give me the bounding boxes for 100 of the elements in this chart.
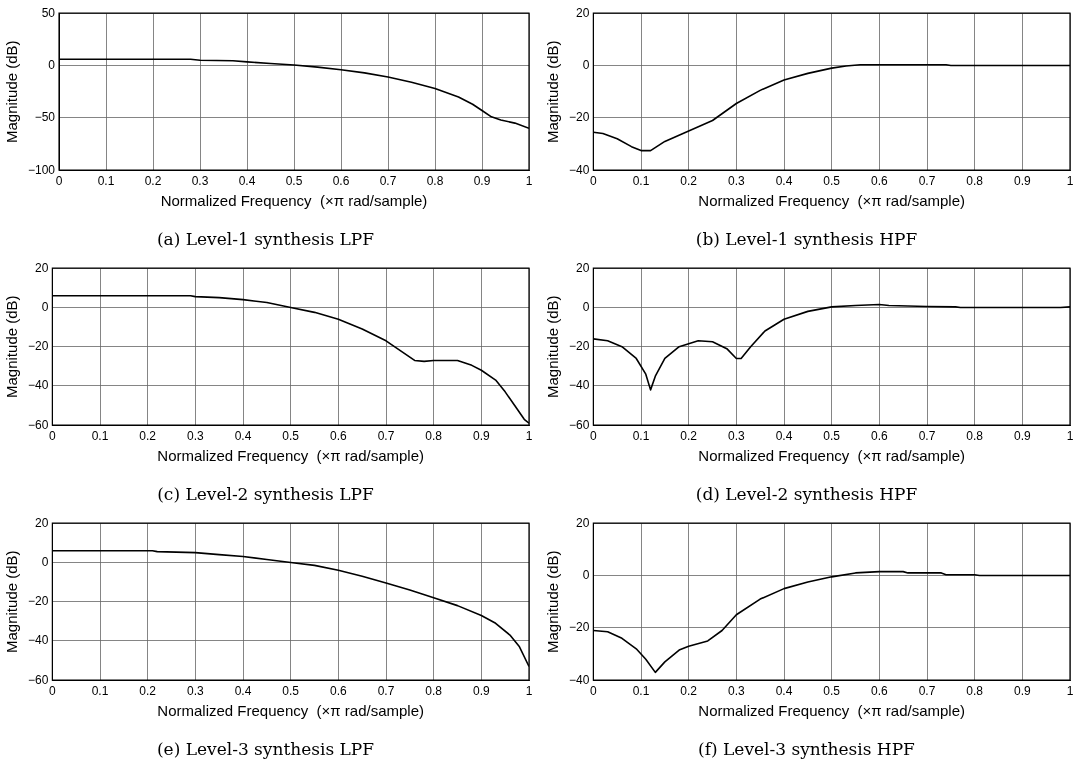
x-tick-label: 0.7 (918, 428, 936, 443)
y-tick-label: −40 (28, 633, 49, 648)
text: (e) Level-3 synthesis LPF (156, 739, 375, 760)
x-tick-label: 1 (1066, 173, 1074, 188)
x-tick-label: 0.2 (139, 428, 157, 443)
y-tick-label: 0 (582, 57, 590, 72)
x-tick-label: 0.2 (139, 683, 157, 698)
text: (b) Level-1 synthesis HPF (695, 229, 918, 250)
x-tick-label: 0.5 (823, 173, 841, 188)
x-axis-title: Normalized Frequency (×π rad/sample) (698, 191, 966, 209)
x-tick-label: 0.1 (97, 173, 115, 188)
y-axis-title: Magnitude (dB) (544, 40, 562, 143)
x-tick-label: 0.9 (472, 428, 490, 443)
x-tick-label: 0.9 (1013, 428, 1031, 443)
y-tick-label: −60 (28, 672, 49, 687)
x-tick-label: 0.6 (332, 173, 350, 188)
y-tick-label: −40 (28, 378, 49, 393)
y-tick-label: −20 (569, 339, 590, 354)
x-tick-label: 0.1 (632, 173, 650, 188)
x-tick-label: 1 (1066, 683, 1074, 698)
y-tick-label: 50 (41, 5, 56, 20)
x-tick-label: 0.8 (425, 428, 443, 443)
x-tick-label: 0.8 (426, 173, 444, 188)
y-tick-label: −100 (28, 162, 56, 177)
y-tick-label: −20 (569, 110, 590, 125)
y-tick-label: 0 (582, 567, 590, 582)
x-tick-label: 0.3 (728, 173, 746, 188)
x-tick-label: 0.2 (680, 173, 698, 188)
x-tick-label: 0.6 (871, 173, 889, 188)
y-tick-label: 20 (576, 5, 590, 20)
x-tick-label: 0.1 (632, 683, 650, 698)
x-tick-label: 0.2 (144, 173, 162, 188)
x-tick-label: 0.7 (918, 173, 936, 188)
text: (f) Level-3 synthesis HPF (698, 739, 916, 760)
x-tick-label: 0.4 (234, 428, 252, 443)
x-tick-label: 0.5 (282, 428, 300, 443)
x-tick-label: 0.4 (238, 173, 256, 188)
y-tick-label: −40 (569, 378, 590, 393)
text: (a) Level-1 synthesis LPF (156, 229, 375, 250)
y-tick-label: 20 (576, 260, 590, 275)
text: (d) Level-2 synthesis HPF (695, 484, 918, 505)
y-axis-title: Magnitude (dB) (3, 550, 21, 653)
x-tick-label: 0.6 (871, 428, 889, 443)
x-tick-label: 0.8 (966, 173, 984, 188)
x-tick-label: 0.3 (187, 428, 205, 443)
x-tick-label: 0.2 (680, 428, 698, 443)
text: (c) Level-2 synthesis LPF (157, 484, 374, 505)
x-tick-label: 0.4 (234, 683, 252, 698)
x-tick-label: 0.4 (775, 683, 793, 698)
y-axis-title: Magnitude (dB) (544, 550, 562, 653)
x-tick-label: 0.9 (1013, 173, 1031, 188)
x-tick-label: 0.1 (91, 683, 109, 698)
x-tick-label: 1 (525, 428, 533, 443)
x-tick-label: 0.5 (823, 683, 841, 698)
x-tick-label: 1 (525, 683, 533, 698)
y-tick-label: −20 (28, 594, 49, 609)
x-axis-title: Normalized Frequency (×π rad/sample) (157, 446, 425, 464)
x-tick-label: 0.1 (632, 428, 650, 443)
x-tick-label: 0.8 (966, 683, 984, 698)
x-tick-label: 0.8 (425, 683, 443, 698)
x-axis-title: Normalized Frequency (×π rad/sample) (698, 701, 966, 719)
x-axis-title: Normalized Frequency (×π rad/sample) (160, 191, 428, 209)
y-axis-title: Magnitude (dB) (3, 295, 21, 398)
x-tick-label: 0.3 (187, 683, 205, 698)
y-axis-title: Magnitude (dB) (544, 295, 562, 398)
x-tick-label: 0.9 (472, 683, 490, 698)
x-tick-label: 1 (1066, 428, 1074, 443)
y-tick-label: −40 (569, 672, 590, 687)
x-tick-label: 0.7 (918, 683, 936, 698)
x-tick-label: 0.3 (191, 173, 209, 188)
x-tick-label: 0.3 (728, 683, 746, 698)
x-tick-label: 0.5 (282, 683, 300, 698)
x-tick-label: 0.6 (871, 683, 889, 698)
x-axis-title: Normalized Frequency (×π rad/sample) (157, 701, 425, 719)
x-tick-label: 0.6 (330, 428, 348, 443)
y-tick-label: 0 (48, 57, 56, 72)
x-tick-label: 0.4 (775, 173, 793, 188)
y-tick-label: 20 (35, 260, 49, 275)
y-tick-label: −60 (28, 417, 49, 432)
x-tick-label: 0.5 (823, 428, 841, 443)
x-axis-title: Normalized Frequency (×π rad/sample) (698, 446, 966, 464)
x-tick-label: 1 (525, 173, 533, 188)
y-tick-label: 0 (41, 299, 49, 314)
x-tick-label: 0.7 (379, 173, 397, 188)
y-tick-label: −50 (34, 110, 56, 125)
x-tick-label: 0.9 (1013, 683, 1031, 698)
y-axis-title: Magnitude (dB) (3, 40, 21, 143)
x-tick-label: 0.9 (473, 173, 491, 188)
y-tick-label: 0 (41, 554, 49, 569)
x-tick-label: 0.8 (966, 428, 984, 443)
x-tick-label: 0.6 (330, 683, 348, 698)
x-tick-label: 0.5 (285, 173, 303, 188)
x-tick-label: 0.2 (680, 683, 698, 698)
y-tick-label: 20 (576, 515, 590, 530)
x-tick-label: 0.1 (91, 428, 109, 443)
y-tick-label: 20 (35, 515, 49, 530)
x-tick-label: 0.7 (377, 683, 395, 698)
x-tick-label: 0.4 (775, 428, 793, 443)
y-tick-label: −20 (28, 339, 49, 354)
y-tick-label: 0 (582, 299, 590, 314)
